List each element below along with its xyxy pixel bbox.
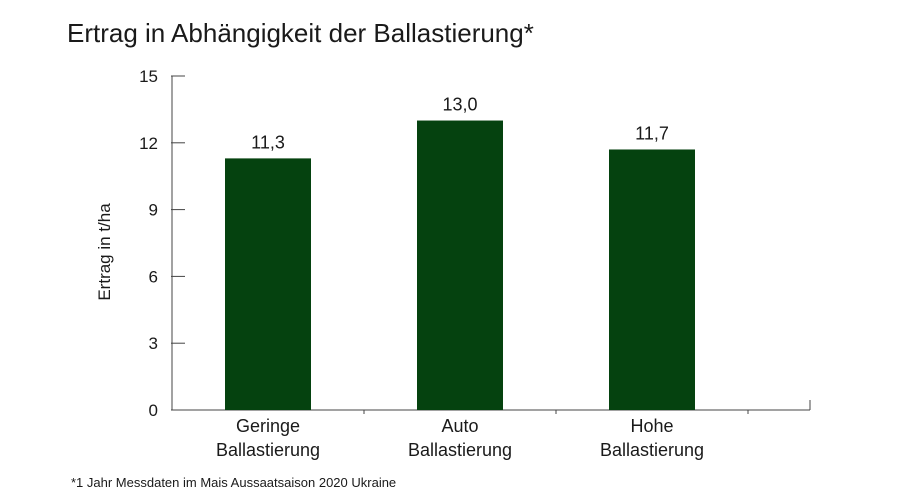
y-tick-label: 15 [139,67,158,86]
y-tick-label: 9 [149,201,158,220]
bar [417,120,503,411]
y-axis: 0 3 6 9 12 15 [139,67,185,420]
footnote: *1 Jahr Messdaten im Mais Aussaatsaison … [71,475,397,490]
bars: 11,3 13,0 11,7 [225,95,695,411]
bar-value-label: 11,7 [635,123,669,143]
x-tick-label: Ballastierung [600,440,704,460]
bar-value-label: 13,0 [442,95,477,115]
bar [225,158,311,410]
x-tick-label: Geringe [236,416,300,436]
x-tick-label: Auto [441,416,478,436]
x-tick-label: Hohe [630,416,673,436]
x-tick-label: Ballastierung [216,440,320,460]
y-tick-label: 6 [149,267,158,286]
x-tick-label: Ballastierung [408,440,512,460]
chart-title: Ertrag in Abhängigkeit der Ballastierung… [67,18,534,48]
bar [609,149,695,411]
y-axis-label: Ertrag in t/ha [95,203,114,301]
y-tick-label: 12 [139,134,158,153]
bar-value-label: 11,3 [251,132,285,152]
y-tick-label: 0 [149,401,158,420]
y-tick-label: 3 [149,334,158,353]
